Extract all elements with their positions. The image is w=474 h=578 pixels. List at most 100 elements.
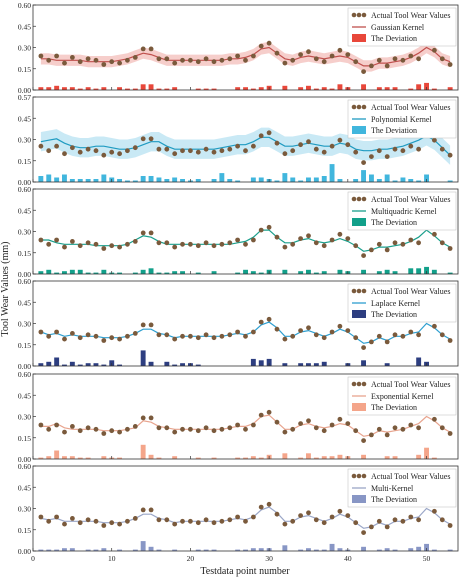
- deviation-bar: [156, 549, 162, 551]
- actual-point: [117, 336, 122, 342]
- actual-point: [172, 521, 178, 527]
- y-tick-label: 0.30: [18, 413, 31, 422]
- actual-point: [321, 243, 327, 249]
- deviation-bar: [62, 456, 67, 459]
- actual-point: [439, 332, 445, 338]
- deviation-bar: [77, 88, 83, 90]
- actual-point: [266, 501, 272, 507]
- actual-point: [416, 332, 421, 338]
- y-tick-label: 0.60: [18, 185, 31, 194]
- deviation-bar: [384, 548, 390, 551]
- deviation-bar: [172, 271, 178, 274]
- actual-point: [306, 139, 311, 145]
- legend: Actual Tool Wear Values Polynomial Kernel…: [347, 99, 457, 139]
- actual-point: [93, 333, 99, 339]
- deviation-bar: [101, 174, 107, 182]
- actual-point: [101, 62, 107, 67]
- actual-point: [77, 59, 83, 65]
- actual-point: [125, 426, 130, 432]
- deviation-bar: [62, 271, 67, 274]
- deviation-bar: [180, 271, 185, 274]
- actual-point: [313, 240, 319, 246]
- actual-point: [70, 55, 75, 60]
- deviation-bar: [282, 545, 288, 551]
- deviation-bar: [148, 176, 154, 182]
- deviation-bar: [77, 269, 83, 275]
- deviation-bar: [101, 87, 107, 90]
- actual-point: [400, 426, 406, 432]
- deviation-bar: [306, 453, 311, 459]
- deviation-bar: [211, 271, 217, 274]
- actual-point: [251, 53, 256, 59]
- actual-point: [243, 518, 248, 524]
- deviation-bar: [384, 87, 390, 90]
- actual-point: [46, 148, 52, 154]
- actual-point: [266, 224, 272, 230]
- actual-point: [321, 59, 327, 65]
- deviation-bar: [258, 177, 264, 182]
- actual-point: [203, 517, 209, 523]
- deviation-bar: [164, 272, 170, 274]
- actual-point: [172, 336, 178, 342]
- y-tick-label: 0.15: [18, 434, 31, 443]
- deviation-bar: [431, 549, 437, 551]
- actual-point: [408, 329, 414, 335]
- deviation-bar: [132, 180, 138, 182]
- deviation-bar: [384, 363, 390, 366]
- actual-point: [306, 233, 311, 239]
- actual-point: [298, 236, 303, 242]
- deviation-bar: [306, 548, 311, 551]
- actual-point: [77, 149, 83, 155]
- actual-point: [38, 53, 44, 59]
- actual-point: [156, 146, 162, 152]
- deviation-bar: [282, 269, 288, 275]
- actual-point: [117, 151, 122, 157]
- actual-point: [337, 323, 343, 329]
- actual-point: [156, 56, 162, 62]
- actual-point: [203, 240, 209, 246]
- actual-point: [345, 328, 351, 333]
- actual-point: [125, 333, 130, 339]
- actual-point: [235, 422, 241, 428]
- deviation-bar: [258, 548, 264, 551]
- deviation-bar: [306, 85, 311, 91]
- deviation-bar: [376, 549, 382, 551]
- deviation-bar: [408, 179, 414, 182]
- actual-point: [251, 143, 256, 149]
- deviation-bar: [250, 358, 256, 366]
- legend-deviation-label: The Deviation: [371, 495, 417, 504]
- actual-point: [353, 335, 359, 341]
- deviation-bar: [132, 549, 138, 551]
- deviation-bar: [125, 88, 130, 90]
- y-tick-label: 0.15: [18, 65, 31, 74]
- actual-point: [369, 247, 374, 253]
- actual-point: [211, 149, 217, 155]
- legend-deviation-label: The Deviation: [371, 310, 417, 319]
- deviation-bar: [69, 361, 75, 367]
- deviation-bar: [46, 456, 52, 459]
- actual-point: [203, 425, 209, 431]
- deviation-bar: [250, 548, 256, 551]
- actual-point: [219, 333, 225, 339]
- deviation-bar: [211, 88, 217, 90]
- legend-dot: [351, 473, 357, 479]
- actual-point: [227, 332, 233, 338]
- deviation-bar: [337, 548, 343, 551]
- deviation-bar: [447, 272, 453, 274]
- legend-dot: [361, 196, 367, 202]
- actual-point: [408, 143, 414, 149]
- actual-point: [54, 329, 59, 335]
- y-tick-label: 0.57: [18, 93, 31, 102]
- actual-point: [132, 516, 138, 521]
- actual-point: [258, 412, 264, 418]
- legend-actual-label: Actual Tool Wear Values: [371, 472, 450, 481]
- actual-point: [392, 517, 398, 523]
- deviation-bar: [250, 271, 256, 274]
- deviation-bar: [282, 85, 288, 91]
- actual-point: [345, 421, 351, 426]
- actual-point: [298, 513, 303, 518]
- actual-point: [447, 431, 453, 436]
- actual-point: [109, 243, 115, 249]
- actual-point: [211, 428, 217, 434]
- y-tick-label: 0.15: [18, 249, 31, 258]
